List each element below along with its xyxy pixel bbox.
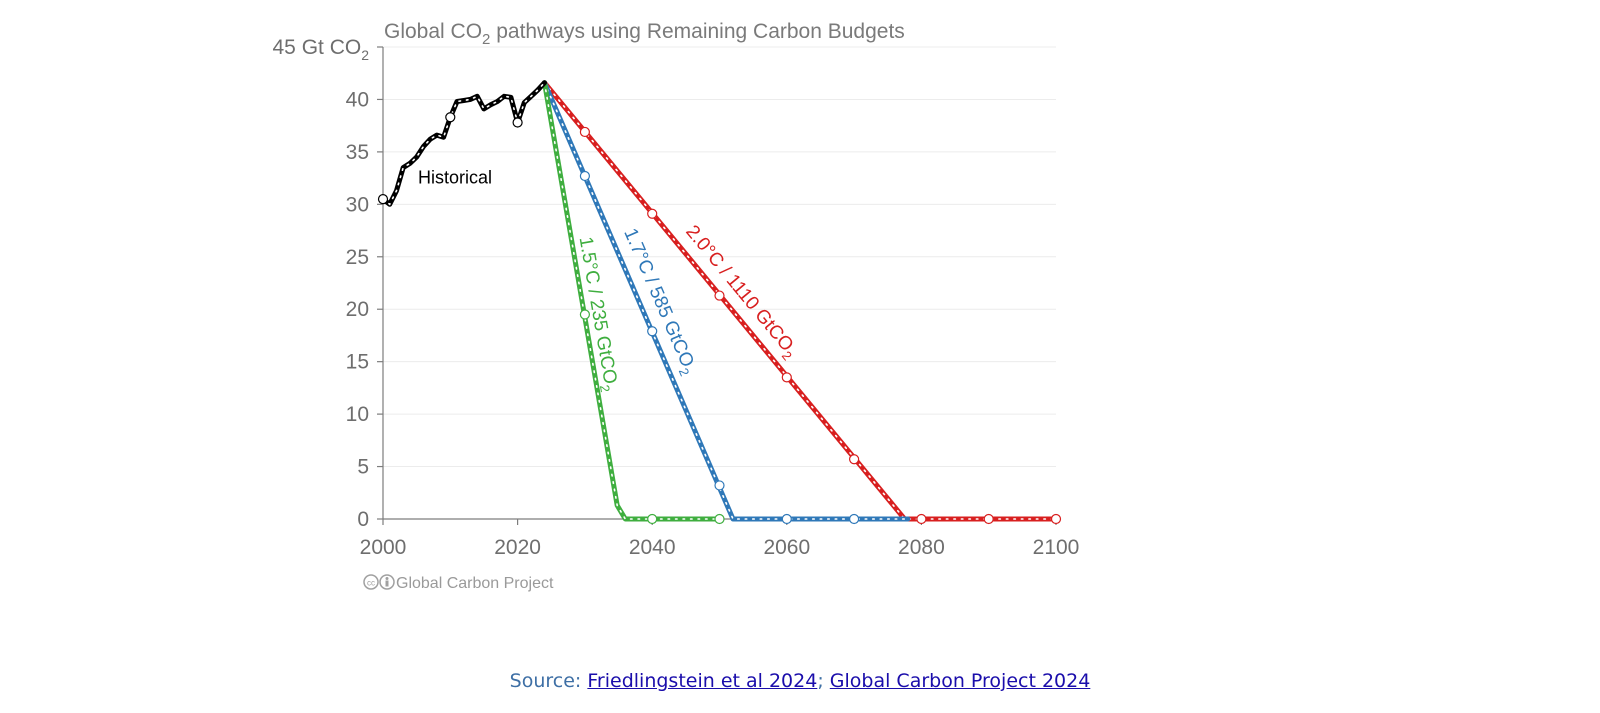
marker-1-7c-2030 bbox=[579, 170, 591, 182]
marker-2-0c-2030 bbox=[579, 126, 591, 138]
x-tick-label-2040: 2040 bbox=[629, 536, 676, 559]
y-tick-label-35: 35 bbox=[346, 141, 369, 164]
chart-title: Global CO2 pathways using Remaining Carb… bbox=[384, 20, 905, 48]
cc-license-icon: cc bbox=[363, 574, 379, 590]
marker-1-5c-2040 bbox=[647, 513, 658, 525]
cc-by-icon bbox=[379, 574, 395, 590]
marker-1-7c-2070 bbox=[848, 513, 860, 525]
source-line: Source: Friedlingstein et al 2024; Globa… bbox=[0, 670, 1600, 692]
series-lines bbox=[380, 80, 1059, 522]
series-dots-2-0c bbox=[543, 81, 1057, 520]
marker-1-7c-2040 bbox=[647, 326, 658, 337]
marker-2-0c-2100 bbox=[1050, 513, 1062, 525]
marker-historical-2010 bbox=[445, 112, 456, 123]
y-tick-label-30: 30 bbox=[346, 193, 369, 216]
marker-1-5c-2050 bbox=[714, 513, 725, 525]
y-tick-label-20: 20 bbox=[346, 298, 369, 321]
annotation-historical: Historical bbox=[418, 167, 492, 187]
series-dots-1-5c bbox=[543, 81, 721, 520]
grid-lines bbox=[383, 46, 1056, 468]
svg-text:cc: cc bbox=[367, 579, 375, 588]
source-prefix: Source: bbox=[509, 670, 588, 692]
y-tick-label-5: 5 bbox=[357, 456, 369, 479]
y-tick-label-0: 0 bbox=[357, 508, 369, 531]
axes: 0 5 10 15 20 25 30 35 40 45 Gt CO2 2000 2020 2040 206… bbox=[273, 36, 1080, 559]
marker-2-0c-2040 bbox=[647, 208, 658, 219]
marker-1-7c-2060 bbox=[781, 513, 792, 525]
y-tick-label-25: 25 bbox=[346, 246, 369, 269]
marker-historical-2000 bbox=[377, 193, 389, 205]
x-tick-label-2100: 2100 bbox=[1033, 536, 1080, 559]
series-markers bbox=[377, 112, 1062, 525]
marker-2-0c-2060 bbox=[781, 372, 792, 383]
y-tick-label-10: 10 bbox=[346, 403, 369, 426]
chart-container: 0 5 10 15 20 25 30 35 40 45 Gt CO2 2000 2020 2040 206… bbox=[273, 20, 1080, 592]
source-link-gcp[interactable]: Global Carbon Project 2024 bbox=[829, 670, 1091, 692]
series-label-1-7c: 1.7°C / 585 GtCO2 bbox=[617, 225, 701, 378]
series-line-2-0c bbox=[542, 80, 1059, 522]
marker-2-0c-2070 bbox=[848, 454, 860, 465]
source-link-friedlingstein[interactable]: Friedlingstein et al 2024 bbox=[587, 670, 818, 692]
marker-2-0c-2050 bbox=[714, 290, 725, 301]
x-tick-label-2000: 2000 bbox=[360, 536, 407, 559]
x-tick-label-2060: 2060 bbox=[763, 536, 810, 559]
series-label-2-0c: 2.0°C / 1110 GtCO2 bbox=[679, 221, 802, 363]
marker-historical-2020 bbox=[512, 117, 523, 128]
x-tick-label-2020: 2020 bbox=[494, 536, 541, 559]
marker-1-5c-2030 bbox=[579, 309, 591, 320]
credit-text: Global Carbon Project bbox=[396, 575, 554, 592]
y-unit-label: 45 Gt CO2 bbox=[273, 36, 370, 63]
series-label-1-5c: 1.5°C / 235 GtCO2 bbox=[572, 235, 622, 393]
marker-2-0c-2090 bbox=[983, 513, 994, 525]
credit-group: cc Global Carbon Project bbox=[363, 574, 554, 592]
x-tick-label-2080: 2080 bbox=[898, 536, 945, 559]
marker-1-7c-2050 bbox=[714, 480, 725, 491]
chart-title-group: Global CO2 pathways using Remaining Carb… bbox=[384, 20, 905, 48]
source-separator: ; bbox=[817, 670, 830, 692]
y-tick-label-40: 40 bbox=[346, 88, 369, 111]
co2-pathways-chart: 0 5 10 15 20 25 30 35 40 45 Gt CO2 2000 2020 2040 206… bbox=[273, 20, 1080, 592]
y-tick-label-15: 15 bbox=[346, 351, 369, 374]
marker-2-0c-2080 bbox=[916, 513, 927, 525]
